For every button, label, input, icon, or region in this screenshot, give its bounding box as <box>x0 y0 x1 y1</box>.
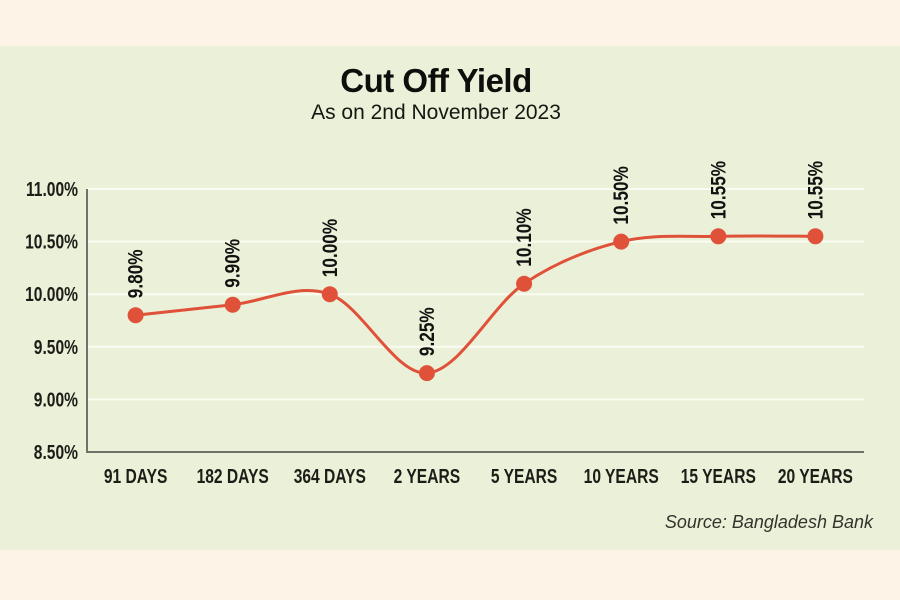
point-label: 10.55% <box>805 161 828 219</box>
point-label: 9.25% <box>416 307 439 356</box>
point-label: 9.90% <box>222 239 245 288</box>
chart-panel <box>0 46 900 550</box>
data-point <box>613 233 630 250</box>
data-point <box>516 275 533 292</box>
x-tick-label: 182 DAYS <box>197 465 269 487</box>
data-point <box>418 365 435 382</box>
point-label: 10.55% <box>708 161 731 219</box>
y-tick-label: 10.00% <box>25 283 78 305</box>
yield-line <box>135 234 816 375</box>
data-point <box>127 307 144 324</box>
x-tick-label: 364 DAYS <box>294 465 366 487</box>
x-tick-label: 20 YEARS <box>778 465 853 487</box>
data-point <box>224 296 241 313</box>
data-point <box>321 286 338 303</box>
y-tick-label: 9.50% <box>34 336 78 358</box>
data-point <box>807 228 824 245</box>
x-tick-label: 5 YEARS <box>491 465 557 487</box>
y-tick-label: 10.50% <box>25 231 78 253</box>
chart-title: Cut Off Yield <box>340 62 532 99</box>
y-tick-label: 11.00% <box>26 178 78 200</box>
point-label: 9.80% <box>125 249 148 298</box>
x-tick-label: 15 YEARS <box>681 465 756 487</box>
data-point <box>710 228 727 245</box>
point-label: 10.10% <box>514 208 537 266</box>
source-credit: Source: Bangladesh Bank <box>664 512 873 532</box>
y-tick-label: 9.00% <box>34 389 78 411</box>
y-tick-label: 8.50% <box>34 441 78 463</box>
point-label: 10.50% <box>611 166 634 224</box>
x-tick-label: 91 DAYS <box>104 465 168 487</box>
point-label: 10.00% <box>319 219 342 277</box>
x-tick-label: 10 YEARS <box>584 465 659 487</box>
chart-subtitle: As on 2nd November 2023 <box>311 100 561 124</box>
x-tick-label: 2 YEARS <box>394 465 460 487</box>
chart-header: Cut Off Yield As on 2nd November 2023 <box>0 62 872 125</box>
